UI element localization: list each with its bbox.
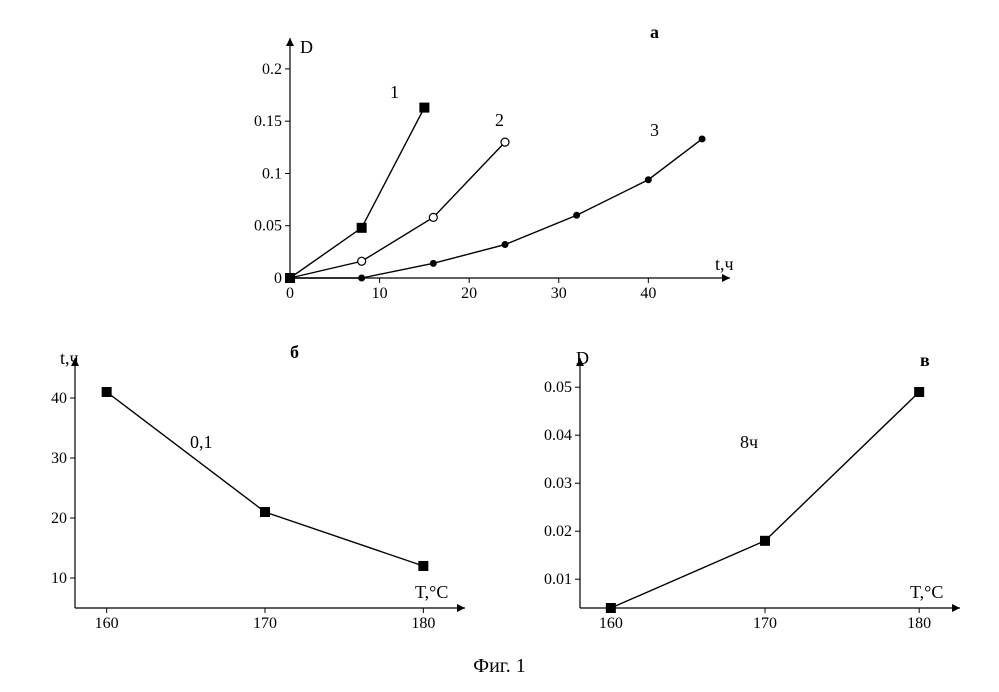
figure-1: { "figure_caption": "Фиг. 1", "caption_f…: [0, 0, 999, 692]
svg-text:0.05: 0.05: [544, 379, 572, 396]
svg-text:t,ч: t,ч: [60, 348, 79, 368]
figure-caption: Фиг. 1: [0, 655, 999, 678]
svg-text:0.03: 0.03: [544, 475, 572, 492]
chart-b-plot: 160 170 180 10 20 30 40 T,°C t,ч б 0,1: [51, 342, 465, 632]
svg-text:T,°C: T,°C: [910, 582, 943, 602]
svg-text:2: 2: [495, 110, 504, 130]
svg-text:10: 10: [51, 570, 67, 587]
svg-text:0,1: 0,1: [190, 432, 213, 452]
chart-b: 160 170 180 10 20 30 40 T,°C t,ч б 0,1: [20, 318, 490, 638]
svg-text:0: 0: [274, 270, 282, 287]
svg-text:30: 30: [51, 450, 67, 467]
chart-c: 160 170 180 0.01 0.02 0.03 0.04 0.05 T,°C Dв 8ч: [520, 318, 980, 638]
svg-text:0.01: 0.01: [544, 571, 572, 588]
svg-text:0.04: 0.04: [544, 427, 572, 444]
svg-text:20: 20: [461, 285, 477, 302]
svg-text:D: D: [300, 37, 313, 57]
svg-text:0.05: 0.05: [254, 218, 282, 235]
chart-a-plot: 0 10 20 30 40 0 0.05 0.1 0.15 0.2 t,ч Dа 1 2 3: [254, 22, 734, 302]
svg-text:а: а: [650, 22, 659, 42]
svg-text:1: 1: [390, 82, 399, 102]
svg-text:D: D: [576, 348, 589, 368]
svg-text:3: 3: [650, 120, 659, 140]
svg-text:170: 170: [753, 615, 777, 632]
svg-text:0.1: 0.1: [262, 165, 282, 182]
svg-text:8ч: 8ч: [740, 432, 758, 452]
chart-c-plot: 160 170 180 0.01 0.02 0.03 0.04 0.05 T,°C Dв 8ч: [544, 348, 960, 632]
svg-text:0.02: 0.02: [544, 523, 572, 540]
svg-text:0.2: 0.2: [262, 61, 282, 78]
svg-text:160: 160: [599, 615, 623, 632]
svg-text:40: 40: [51, 390, 67, 407]
svg-text:б: б: [290, 342, 299, 362]
svg-text:0.15: 0.15: [254, 113, 282, 130]
svg-text:t,ч: t,ч: [715, 254, 734, 274]
svg-text:180: 180: [411, 615, 435, 632]
chart-a: 0 10 20 30 40 0 0.05 0.1 0.15 0.2 t,ч Dа 1 2 3: [220, 8, 780, 318]
svg-text:в: в: [920, 350, 930, 370]
svg-text:30: 30: [551, 285, 567, 302]
svg-text:T,°C: T,°C: [415, 582, 448, 602]
svg-text:180: 180: [907, 615, 931, 632]
svg-text:0: 0: [286, 285, 294, 302]
svg-text:160: 160: [95, 615, 119, 632]
svg-text:10: 10: [372, 285, 388, 302]
svg-text:20: 20: [51, 510, 67, 527]
svg-text:170: 170: [253, 615, 277, 632]
svg-text:40: 40: [640, 285, 656, 302]
